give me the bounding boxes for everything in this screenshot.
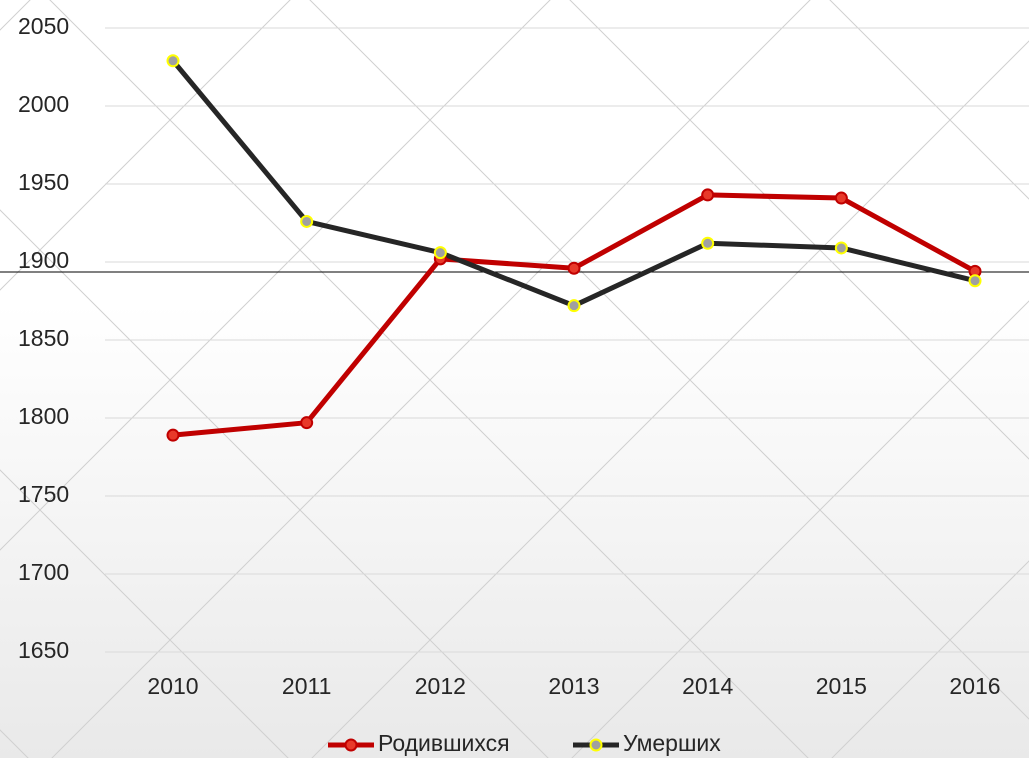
x-tick-label: 2014 [682,673,733,699]
x-tick-label: 2016 [949,673,1000,699]
data-point [567,261,581,275]
x-tick-label: 2010 [147,673,198,699]
y-tick-label: 1800 [18,403,69,429]
y-tick-label: 1750 [18,481,69,507]
legend-label: Родившихся [378,730,510,756]
x-tick-label: 2011 [282,673,331,699]
data-point [166,428,180,442]
y-tick-label: 1700 [18,559,69,585]
plot [166,54,982,442]
x-tick-label: 2015 [816,673,867,699]
data-point [968,274,982,288]
y-tick-label: 1850 [18,325,69,351]
legend-marker [344,738,358,752]
legend: Родившихся Умерших [328,730,721,756]
legend-label: Умерших [623,730,721,756]
y-tick-label: 1950 [18,169,69,195]
data-point [701,188,715,202]
data-point [834,241,848,255]
data-point [433,246,447,260]
y-tick-label: 1900 [18,247,69,273]
legend-marker [589,738,603,752]
grid: 1650 1700 1750 1800 1850 1900 1950 2000 2050 2010… [18,13,1029,699]
data-point [166,54,180,68]
data-point [834,191,848,205]
data-point [567,299,581,313]
y-tick-label: 2000 [18,91,69,117]
data-point [701,236,715,250]
y-tick-label: 2050 [18,13,69,39]
y-tick-label: 1650 [18,637,69,663]
data-point [300,214,314,228]
x-tick-label: 2012 [415,673,466,699]
data-point [300,416,314,430]
x-tick-label: 2013 [548,673,599,699]
